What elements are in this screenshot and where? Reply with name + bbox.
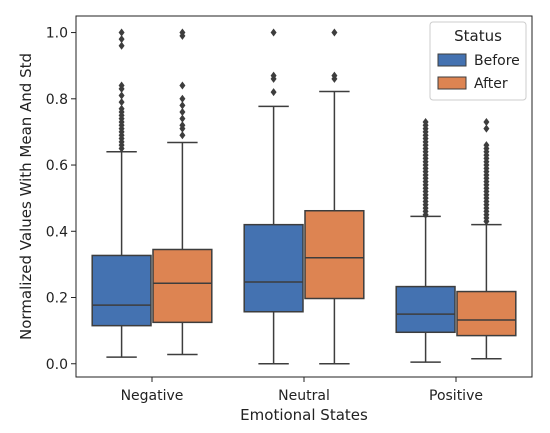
outlier-point xyxy=(118,91,125,100)
iqr-box xyxy=(152,248,213,324)
outlier-point xyxy=(118,41,125,50)
legend-label-before: Before xyxy=(474,53,520,69)
box-after-neutral xyxy=(304,28,365,365)
box-before-positive xyxy=(395,117,456,363)
outlier-point xyxy=(179,108,186,117)
legend-items: Before After xyxy=(437,53,520,92)
outlier-point xyxy=(179,94,186,103)
iqr-box xyxy=(91,254,152,327)
box-before-neutral xyxy=(243,28,304,365)
boxes-layer xyxy=(91,28,517,365)
box-after-negative xyxy=(152,28,213,356)
outlier-point xyxy=(331,28,338,37)
iqr-box xyxy=(456,290,517,337)
outlier-point xyxy=(179,114,186,123)
outlier-point xyxy=(179,121,186,130)
x-tick-label: Negative xyxy=(121,388,184,404)
outlier-point xyxy=(118,35,125,44)
outlier-point xyxy=(422,117,429,126)
outlier-point xyxy=(270,71,277,80)
legend-swatch-after xyxy=(437,76,467,90)
y-tick-label: 1.0 xyxy=(46,26,68,42)
x-tick-label: Neutral xyxy=(278,388,330,404)
iqr-box xyxy=(243,223,304,313)
box-after-positive xyxy=(456,117,517,360)
outlier-point xyxy=(118,81,125,90)
box-before-negative xyxy=(91,28,152,358)
x-axis-label: Emotional States xyxy=(240,406,368,424)
outlier-point xyxy=(331,71,338,80)
outlier-point xyxy=(483,141,490,150)
outlier-point xyxy=(118,104,125,113)
outlier-point xyxy=(270,28,277,37)
outlier-point xyxy=(179,81,186,90)
y-tick-label: 0.4 xyxy=(46,224,68,240)
outlier-point xyxy=(179,28,186,37)
outlier-point xyxy=(179,131,186,140)
x-axis: Negative Neutral Positive xyxy=(121,377,483,404)
outlier-point xyxy=(270,88,277,97)
outlier-point xyxy=(483,124,490,133)
y-axis-label: Normalized Values With Mean And Std xyxy=(17,53,35,340)
y-tick-label: 0.8 xyxy=(46,92,68,108)
x-tick-label: Positive xyxy=(429,388,483,404)
iqr-box xyxy=(304,209,365,300)
legend-swatch-before xyxy=(437,53,467,67)
legend: Status Before After xyxy=(429,21,527,101)
outlier-point xyxy=(483,117,490,126)
legend-title: Status xyxy=(454,27,502,45)
y-tick-label: 0.6 xyxy=(46,158,68,174)
y-tick-label: 0.2 xyxy=(46,291,68,307)
outlier-point xyxy=(118,98,125,107)
outlier-point xyxy=(118,28,125,37)
iqr-box xyxy=(395,285,456,334)
y-axis: 0.0 0.2 0.4 0.6 0.8 1.0 xyxy=(46,26,76,373)
legend-label-after: After xyxy=(474,76,508,92)
outlier-point xyxy=(179,101,186,110)
y-tick-label: 0.0 xyxy=(46,357,68,373)
